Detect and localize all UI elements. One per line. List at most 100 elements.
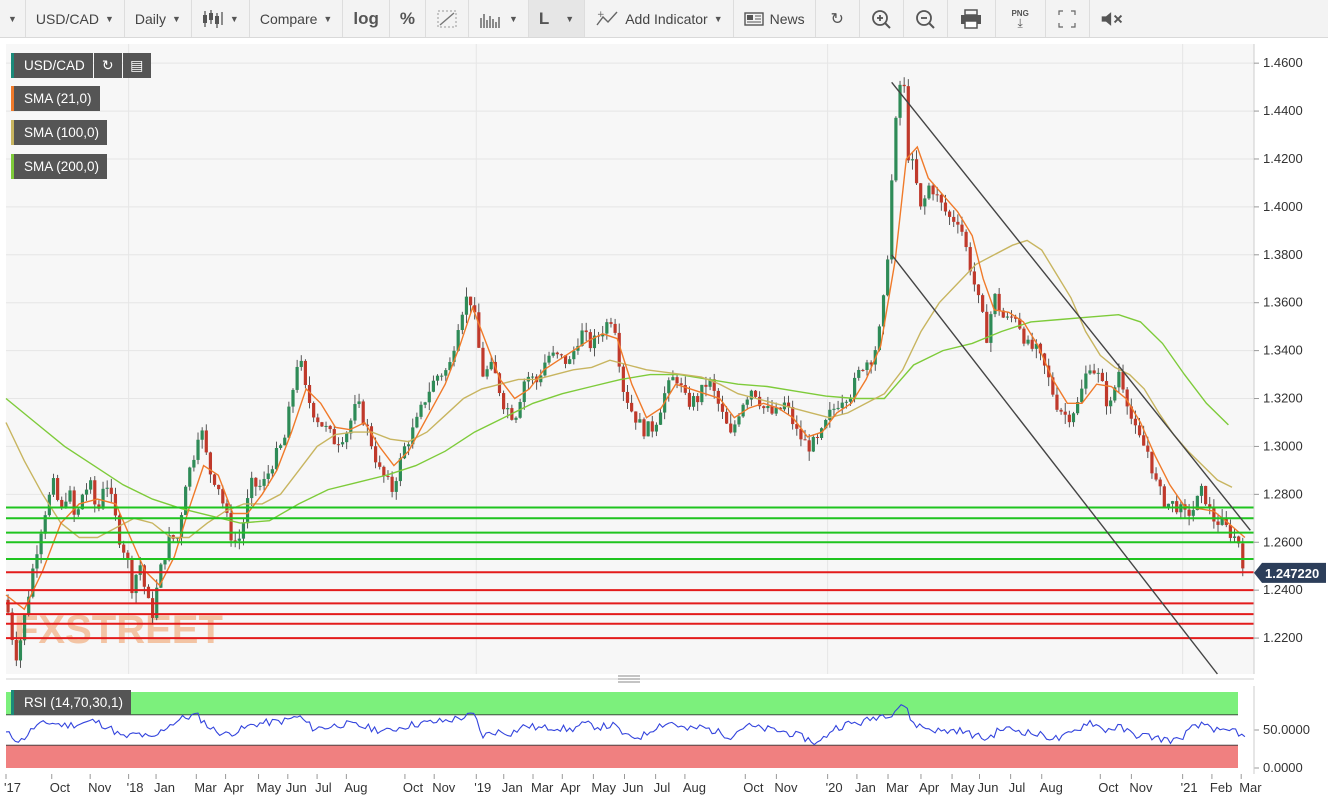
candle-body [989,314,993,343]
candle-body [320,422,324,427]
log-scale-button[interactable]: log [343,0,390,37]
chart-area[interactable]: FXSTREET 1.4600 1.4400 1.4200 1.4000 1.3800 1… [0,38,1328,812]
candle-body [60,499,64,507]
candle-body [914,159,919,184]
candle-body [939,194,943,203]
legend-sma21-label: SMA (21,0) [11,86,100,111]
candle-body [1018,318,1022,329]
legend-sma21[interactable]: SMA (21,0) [11,86,100,111]
export-png-button[interactable]: PNG ⤓ [996,0,1046,37]
panel-resize-handle[interactable] [618,675,640,683]
candle-body [1038,343,1043,354]
candle-body [613,323,617,333]
calendar-icon[interactable]: ▤ [122,53,151,78]
time-tick-label: Jul [1009,780,1026,795]
candle-body [807,440,811,452]
line-type-label: L [538,8,550,28]
reload-icon[interactable]: ↻ [93,53,122,78]
price-tick-label: 1.3600 [1263,295,1303,310]
candle-body [947,211,952,217]
candle-body [572,350,576,360]
candle-body [101,488,105,509]
candle-body [1199,485,1204,496]
price-chart[interactable]: FXSTREET 1.46001.44001.42001.40001.38001… [0,38,1328,812]
candle-body [712,379,716,391]
time-tick-label: Nov [774,780,798,795]
candle-body [1170,501,1175,504]
candle-body [1237,536,1241,544]
legend-rsi[interactable]: RSI (14,70,30,1) [11,690,132,715]
candle-body [76,509,80,515]
candle-body [861,369,865,371]
time-tick-label: May [257,780,282,795]
candle-body [1104,381,1109,407]
volume-button[interactable]: ▼ [469,0,529,37]
symbol-selector[interactable]: USD/CAD ▼ [26,0,125,37]
candle-body [431,380,436,392]
legend-symbol[interactable]: USD/CAD ↻ ▤ [11,53,151,78]
legend-sma200[interactable]: SMA (200,0) [11,154,108,179]
time-tick-label: May [591,780,616,795]
chart-type-selector[interactable]: ▼ [192,0,250,37]
time-tick-label: Jul [654,780,671,795]
candle-body [1067,414,1071,423]
candle-body [266,473,270,479]
candle-body [890,180,894,260]
chevron-down-icon: ▼ [229,13,239,24]
candle-body [729,423,733,433]
candle-body [245,498,250,524]
speaker-mute-icon [1101,11,1122,26]
candle-body [1051,377,1055,395]
compare-selector[interactable]: Compare ▼ [250,0,344,37]
candle-body [1001,310,1005,318]
candle-body [836,407,840,409]
candle-body [138,565,142,575]
candle-body [778,407,782,410]
zoom-in-button[interactable] [860,0,904,37]
download-icon: ⤓ [1017,16,1023,30]
candle-body [312,402,316,418]
percent-scale-button[interactable]: % [390,0,426,37]
candle-body [832,408,836,410]
candle-body [1150,451,1154,474]
news-button[interactable]: News [734,0,816,37]
candle-body [122,544,126,553]
candle-body [1191,510,1195,516]
candle-body [415,416,419,428]
candle-body [634,411,638,423]
candle-body [559,354,564,356]
candle-body [378,462,382,467]
time-tick-label: '21 [1181,780,1198,795]
candle-body [283,437,287,446]
print-button[interactable] [948,0,996,37]
candle-body [481,347,485,377]
refresh-button[interactable]: ↻ [816,0,860,37]
candle-body [1034,343,1038,349]
zoom-out-button[interactable] [904,0,948,37]
add-indicator-button[interactable]: + Add Indicator ▼ [585,0,734,37]
legend-sma100[interactable]: SMA (100,0) [11,120,108,145]
drawing-tool-button[interactable] [426,0,469,37]
line-type-selector[interactable]: L ▼ [528,0,586,37]
candle-body [1220,518,1224,525]
candle-body [1195,495,1199,511]
toolbar-menu-button[interactable]: ▼ [0,0,26,37]
time-tick-label: Aug [1040,780,1063,795]
rsi-line [5,704,1246,746]
candle-body [250,477,254,499]
candle-body [468,296,473,306]
candle-body [349,420,353,434]
moving-averages [5,145,1246,611]
mute-button[interactable] [1090,0,1134,37]
candle-body [1154,473,1158,480]
channel-line [891,81,1251,531]
refresh-icon: ↻ [830,10,844,28]
candle-body [390,476,394,492]
price-tick-label: 1.2800 [1263,486,1303,501]
interval-selector[interactable]: Daily ▼ [125,0,192,37]
candle-body [386,475,390,477]
candle-body [1109,400,1113,407]
fullscreen-button[interactable] [1046,0,1090,37]
candle-body [514,417,518,420]
candle-body [1100,372,1104,382]
